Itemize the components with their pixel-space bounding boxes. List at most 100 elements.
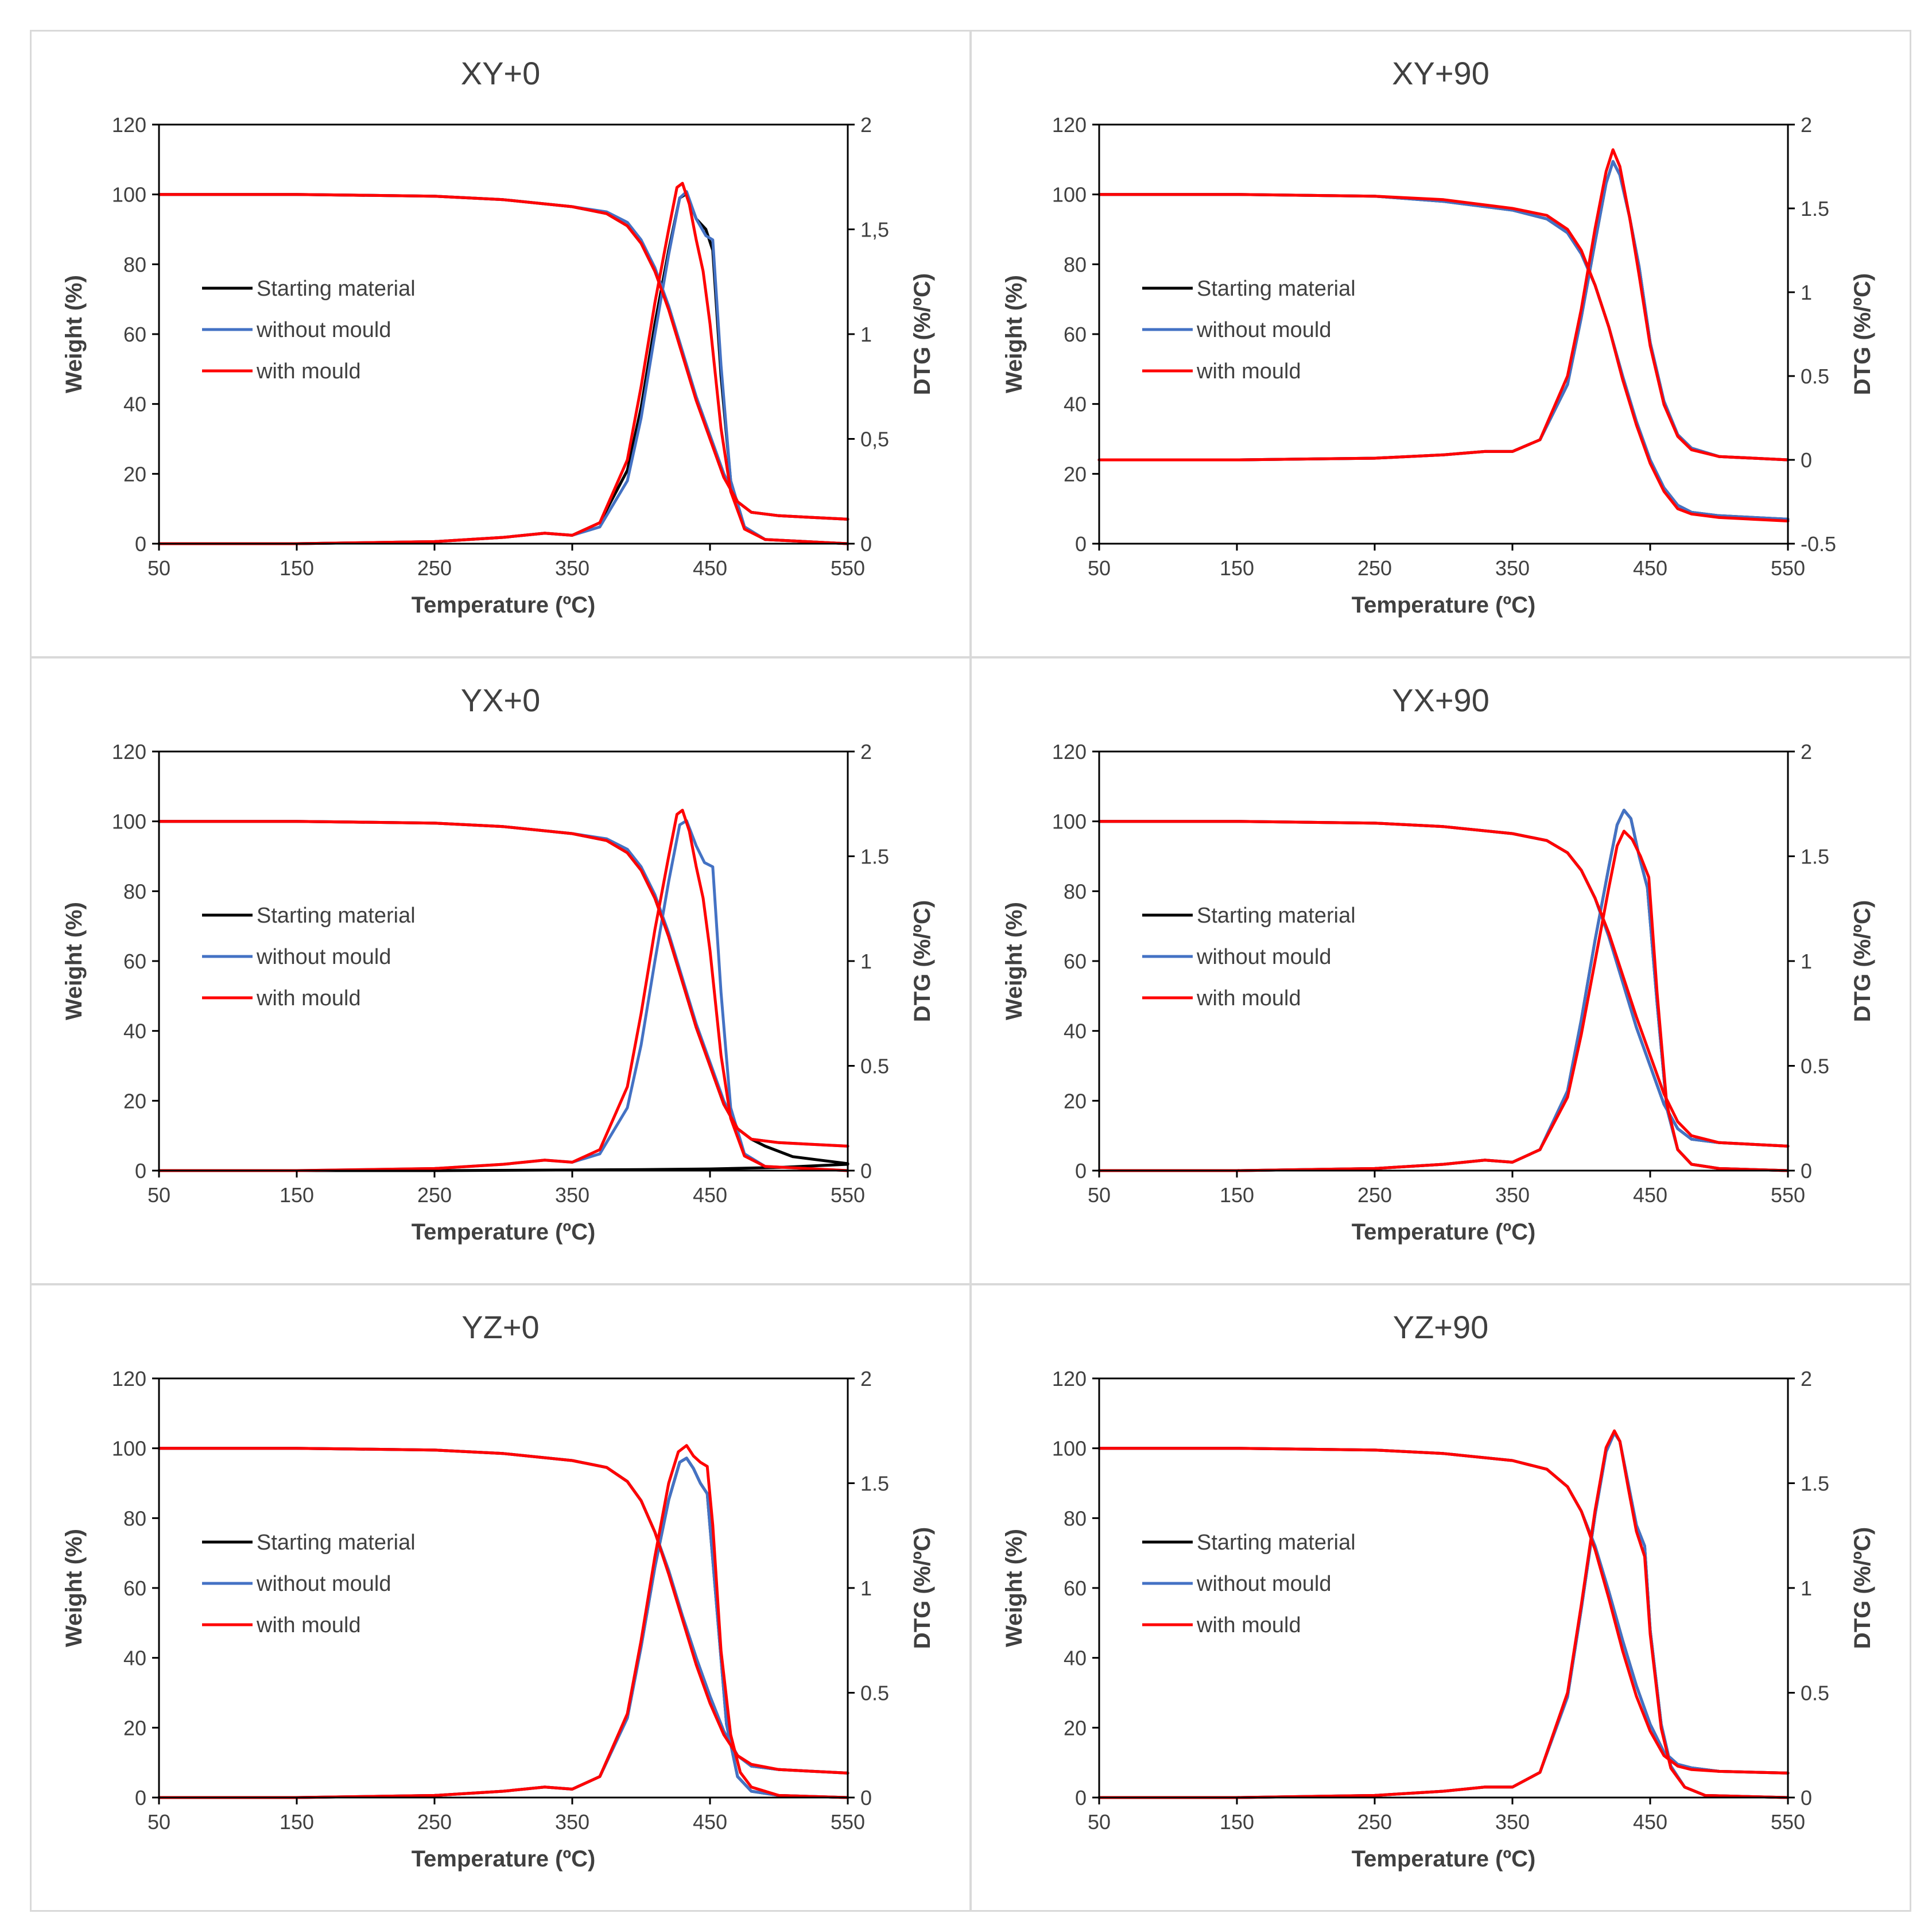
- y-tick-label: 40: [1064, 393, 1087, 416]
- y2-tick-label: 1: [1801, 281, 1812, 304]
- chart-title: YZ+0: [461, 1309, 539, 1345]
- y-axis-label: Weight (%): [61, 1529, 87, 1647]
- legend: Starting material without mould with mould: [202, 277, 416, 384]
- x-tick-label: 150: [280, 1810, 314, 1834]
- y2-tick-label: -0.5: [1801, 532, 1836, 556]
- x-tick-label: 250: [417, 1810, 452, 1834]
- y-tick-label: 40: [1064, 1647, 1087, 1670]
- legend: Starting material without mould with mould: [1142, 277, 1356, 384]
- plot-lines: [1097, 148, 1790, 522]
- legend-label-without-mould: without mould: [256, 318, 391, 342]
- legend-label-with-mould: with mould: [1196, 359, 1301, 384]
- y2-tick-label: 2: [860, 113, 872, 137]
- y2-tick-label: 0: [1801, 1786, 1812, 1810]
- x-tick-label: 550: [1771, 1183, 1805, 1207]
- series-line-with-mould-weight: [157, 193, 849, 521]
- legend: Starting material without mould with mould: [1142, 1531, 1356, 1637]
- panel-frame-xy-90: [970, 30, 1911, 658]
- x-tick-label: 450: [1633, 1183, 1667, 1207]
- y-tick-label: 20: [1064, 1089, 1087, 1113]
- y-tick-label: 60: [1064, 1576, 1087, 1600]
- y2-axis-label: DTG (%/ºC): [1850, 900, 1875, 1022]
- y-tick-label: 120: [112, 1367, 146, 1390]
- y-tick-label: 20: [123, 1716, 146, 1740]
- legend-label-starting-material: Starting material: [257, 904, 416, 928]
- plot-lines: [157, 1444, 849, 1799]
- y-tick-label: 80: [123, 1506, 146, 1530]
- x-tick-label: 350: [1495, 1183, 1530, 1207]
- series-line-with-mould-weight: [1097, 193, 1790, 522]
- x-tick-label: 50: [148, 1183, 170, 1207]
- legend-label-with-mould: with mould: [256, 1613, 361, 1637]
- series-line-with-mould-weight: [1097, 820, 1790, 1148]
- y2-tick-label: 1: [860, 1576, 872, 1600]
- y-tick-label: 0: [135, 1786, 146, 1810]
- x-tick-label: 250: [1357, 1810, 1392, 1834]
- y-tick-label: 80: [1064, 880, 1087, 903]
- legend-label-starting-material: Starting material: [1197, 1531, 1356, 1555]
- y-tick-label: 120: [1052, 740, 1087, 764]
- y2-tick-label: 1: [1801, 950, 1812, 973]
- x-tick-label: 150: [280, 556, 314, 580]
- plot-lines: [157, 181, 849, 545]
- x-tick-label: 150: [280, 1183, 314, 1207]
- y-tick-label: 100: [112, 183, 146, 207]
- y-tick-label: 60: [123, 1576, 146, 1600]
- legend-label-without-mould: without mould: [256, 945, 391, 969]
- x-tick-label: 450: [693, 1810, 727, 1834]
- x-tick-label: 550: [1771, 1810, 1805, 1834]
- y-tick-label: 0: [1075, 1159, 1087, 1183]
- y2-tick-label: 1,5: [860, 218, 889, 242]
- legend: Starting material without mould with mould: [1142, 904, 1356, 1010]
- x-axis-label: Temperature (ºC): [1352, 1846, 1536, 1872]
- series-line-with-mould-weight: [1097, 1447, 1790, 1775]
- y-axis-label: Weight (%): [1002, 902, 1027, 1020]
- chart-panel-2: YX+050 150 250 350 450 55002040608010012000.5…: [61, 682, 935, 1245]
- x-tick-label: 150: [1220, 556, 1254, 580]
- panel-frame-yx-90: [970, 657, 1911, 1285]
- y-tick-label: 100: [112, 1437, 146, 1461]
- y-tick-label: 20: [123, 462, 146, 486]
- series-line-with-mould-weight: [157, 1447, 849, 1775]
- x-axis-label: Temperature (ºC): [412, 1219, 596, 1245]
- y-axis-label: Weight (%): [61, 902, 87, 1020]
- x-tick-label: 350: [555, 1183, 589, 1207]
- y2-axis-label: DTG (%/ºC): [1850, 273, 1875, 395]
- y2-tick-label: 1.5: [860, 845, 889, 869]
- x-tick-label: 50: [148, 556, 170, 580]
- chart-panel-4: YZ+050 150 250 350 450 55002040608010012000.5…: [61, 1309, 935, 1872]
- y2-tick-label: 0: [1801, 1159, 1812, 1183]
- legend-label-starting-material: Starting material: [257, 1531, 416, 1555]
- legend-label-without-mould: without mould: [1196, 1572, 1331, 1596]
- x-tick-label: 350: [555, 556, 589, 580]
- panel-frame-xy-0: [30, 30, 971, 658]
- legend-label-without-mould: without mould: [256, 1572, 391, 1596]
- y2-tick-label: 0,5: [860, 428, 889, 451]
- y2-axis-label: DTG (%/ºC): [1850, 1527, 1875, 1649]
- chart-title: XY+90: [1392, 55, 1489, 91]
- legend: Starting material without mould with mould: [202, 904, 416, 1010]
- y2-axis-label: DTG (%/ºC): [910, 273, 935, 395]
- x-tick-label: 250: [417, 556, 452, 580]
- y2-tick-label: 1: [1801, 1576, 1812, 1600]
- y2-tick-label: 1.5: [860, 1472, 889, 1496]
- y2-tick-label: 2: [1801, 113, 1812, 137]
- y2-tick-label: 1.5: [1801, 845, 1829, 869]
- legend-label-starting-material: Starting material: [1197, 277, 1356, 301]
- y2-tick-label: 1: [860, 950, 872, 973]
- legend-label-without-mould: without mould: [1196, 945, 1331, 969]
- x-tick-label: 150: [1220, 1183, 1254, 1207]
- y-tick-label: 100: [1052, 183, 1087, 207]
- x-tick-label: 450: [1633, 556, 1667, 580]
- chart-panel-0: XY+050 150 250 350 450 55002040608010012000,5…: [61, 55, 935, 618]
- y-tick-label: 60: [123, 950, 146, 973]
- x-tick-label: 450: [693, 556, 727, 580]
- y2-tick-label: 1.5: [1801, 197, 1829, 220]
- y-tick-label: 80: [123, 253, 146, 276]
- y-tick-label: 0: [1075, 1786, 1087, 1810]
- y-tick-label: 120: [112, 740, 146, 764]
- series-line-with-mould-dtg: [157, 181, 849, 545]
- y-axis-label: Weight (%): [1002, 1529, 1027, 1647]
- chart-title: YX+90: [1392, 682, 1489, 718]
- y2-tick-label: 1.5: [1801, 1472, 1829, 1496]
